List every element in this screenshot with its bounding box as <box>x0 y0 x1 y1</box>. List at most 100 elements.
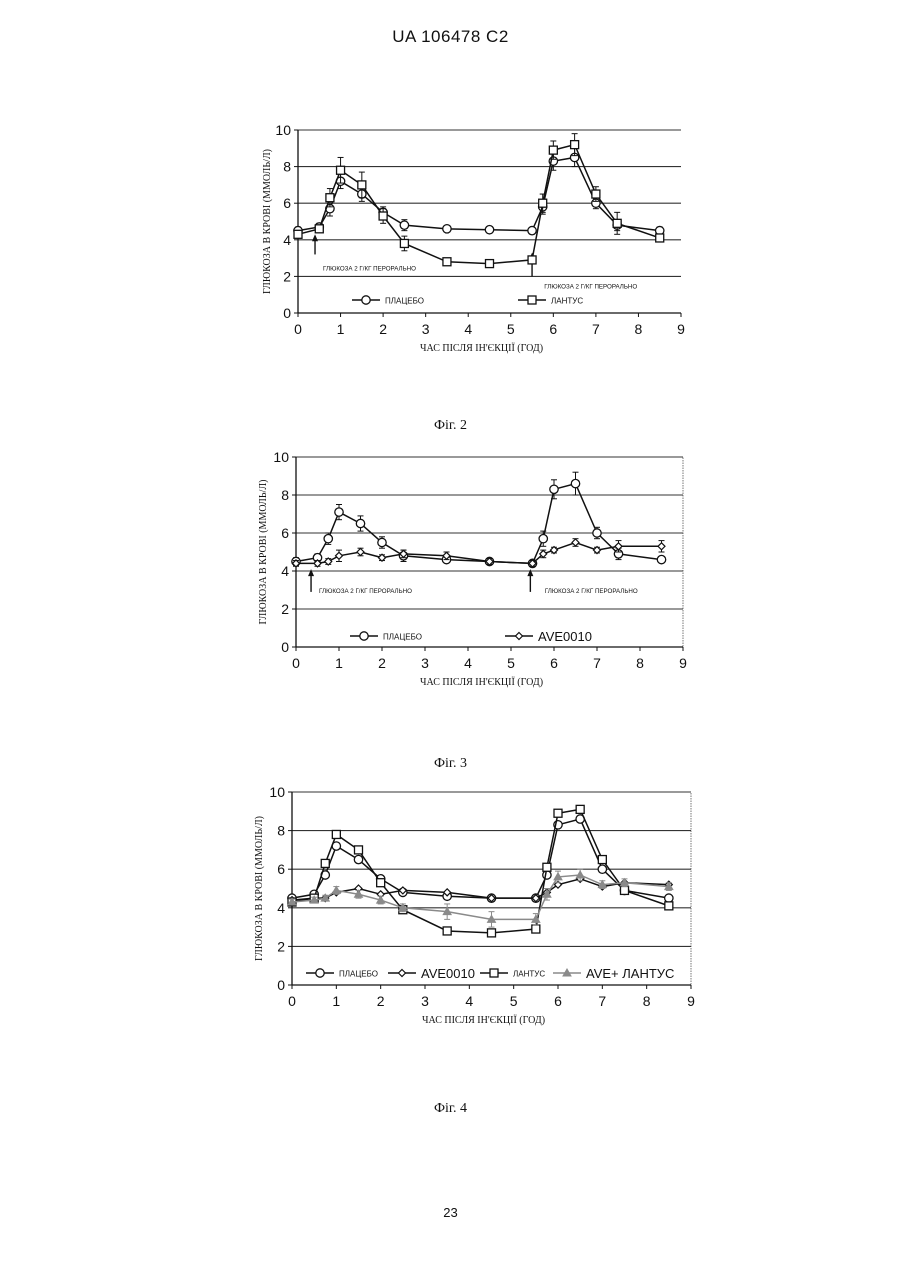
series-line <box>298 145 660 264</box>
x-tick-label: 8 <box>636 655 644 671</box>
y-tick-label: 6 <box>281 525 289 541</box>
y-tick-label: 2 <box>277 938 285 954</box>
y-axis-label: ГЛЮКОЗА В КРОВІ (ММОЛЬ/Л) <box>254 816 265 961</box>
legend-label: AVE0010 <box>538 629 592 644</box>
series-line <box>292 879 669 900</box>
x-tick-label: 9 <box>687 993 695 1009</box>
data-point <box>355 846 363 854</box>
legend-label: AVE+ ЛАНТУС <box>586 966 674 981</box>
legend-label: ПЛАЦЕБО <box>383 633 422 642</box>
data-point <box>613 219 621 227</box>
data-point <box>337 166 345 174</box>
data-point <box>357 549 364 556</box>
data-point <box>358 181 366 189</box>
legend-marker <box>362 296 370 304</box>
plot-border <box>296 457 683 647</box>
y-tick-label: 10 <box>269 784 285 800</box>
x-tick-label: 3 <box>422 321 430 337</box>
annotation-arrowhead <box>527 569 533 576</box>
page-number: 23 <box>0 1205 901 1220</box>
legend-marker <box>516 633 523 640</box>
y-tick-label: 10 <box>273 449 289 465</box>
data-point <box>543 871 551 879</box>
x-tick-label: 0 <box>294 321 302 337</box>
x-tick-label: 1 <box>332 993 340 1009</box>
data-point <box>539 199 547 207</box>
data-point <box>539 535 547 543</box>
data-point <box>550 485 558 493</box>
data-point <box>656 234 664 242</box>
figure-2-chart: 02468100123456789ЧАС ПІСЛЯ ІН'ЄКЦІЇ (ГОД… <box>0 110 901 370</box>
data-point <box>593 529 601 537</box>
y-tick-label: 8 <box>283 159 291 175</box>
y-tick-label: 2 <box>281 601 289 617</box>
x-tick-label: 2 <box>379 321 387 337</box>
annotation-text: ГЛЮКОЗА 2 Г/КГ ПЕРОРАЛЬНО <box>545 588 638 595</box>
annotation-arrowhead <box>312 234 318 241</box>
data-point <box>665 894 673 902</box>
y-tick-label: 4 <box>281 563 289 579</box>
data-point <box>554 809 562 817</box>
data-point <box>665 902 673 910</box>
annotation-text: ГЛЮКОЗА 2 Г/КГ ПЕРОРАЛЬНО <box>319 588 412 595</box>
data-point <box>354 855 362 863</box>
x-tick-label: 9 <box>677 321 685 337</box>
data-point <box>332 830 340 838</box>
series-line <box>292 809 669 933</box>
legend-marker <box>316 969 324 977</box>
x-tick-label: 7 <box>593 655 601 671</box>
data-point <box>576 805 584 813</box>
data-point <box>378 538 386 546</box>
data-point <box>598 865 606 873</box>
data-point <box>332 886 340 893</box>
figure-4-chart: 02468100123456789ЧАС ПІСЛЯ ІН'ЄКЦІЇ (ГОД… <box>0 775 901 1040</box>
data-point <box>592 190 600 198</box>
series-line <box>298 157 660 230</box>
series-line <box>296 484 662 564</box>
data-point <box>443 927 451 935</box>
y-axis-label: ГЛЮКОЗА В КРОВІ (ММОЛЬ/Л) <box>262 149 273 294</box>
data-point <box>443 258 451 266</box>
x-tick-label: 1 <box>337 321 345 337</box>
data-point <box>324 535 332 543</box>
data-point <box>294 230 302 238</box>
data-point <box>485 226 493 234</box>
legend-label: ЛАНТУС <box>513 970 545 979</box>
data-point <box>443 225 451 233</box>
x-tick-label: 7 <box>598 993 606 1009</box>
data-point <box>598 856 606 864</box>
y-axis-label: ГЛЮКОЗА В КРОВІ (ММОЛЬ/Л) <box>258 480 269 625</box>
patent-header: UA 106478 C2 <box>0 27 901 47</box>
legend-label: ПЛАЦЕБО <box>339 970 378 979</box>
x-tick-label: 6 <box>550 655 558 671</box>
x-tick-label: 6 <box>549 321 557 337</box>
y-tick-label: 8 <box>277 823 285 839</box>
data-point <box>571 479 579 487</box>
legend-label: ЛАНТУС <box>551 297 583 306</box>
y-tick-label: 0 <box>281 639 289 655</box>
data-point <box>549 146 557 154</box>
annotation-text: ГЛЮКОЗА 2 Г/КГ ПЕРОРАЛЬНО <box>544 284 637 291</box>
x-tick-label: 4 <box>464 321 472 337</box>
data-point <box>528 226 536 234</box>
y-tick-label: 6 <box>283 195 291 211</box>
x-axis-label: ЧАС ПІСЛЯ ІН'ЄКЦІЇ (ГОД) <box>420 676 543 688</box>
legend-label: ПЛАЦЕБО <box>385 297 424 306</box>
data-point <box>543 863 551 871</box>
figure-3-chart: 02468100123456789ЧАС ПІСЛЯ ІН'ЄКЦІЇ (ГОД… <box>0 440 901 700</box>
data-point <box>572 539 579 546</box>
data-point <box>336 552 343 559</box>
figure-2-caption: Фіг. 2 <box>0 418 901 434</box>
plot-border <box>292 792 691 985</box>
data-point <box>400 239 408 247</box>
x-axis-label: ЧАС ПІСЛЯ ІН'ЄКЦІЇ (ГОД) <box>422 1014 545 1026</box>
legend-marker <box>528 296 536 304</box>
x-tick-label: 2 <box>378 655 386 671</box>
data-point <box>621 886 629 894</box>
annotation-arrowhead <box>308 569 314 576</box>
x-tick-label: 4 <box>464 655 472 671</box>
data-point <box>657 555 665 563</box>
legend-marker <box>490 969 498 977</box>
x-tick-label: 3 <box>421 993 429 1009</box>
y-tick-label: 4 <box>283 232 291 248</box>
